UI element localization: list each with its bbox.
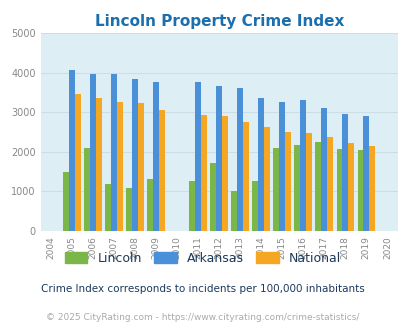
Bar [252, 181, 258, 231]
Title: Lincoln Property Crime Index: Lincoln Property Crime Index [94, 14, 343, 29]
Bar [222, 116, 228, 231]
Bar [294, 146, 300, 231]
Bar [369, 146, 374, 231]
Bar [279, 102, 285, 231]
Bar [237, 88, 243, 231]
Bar [357, 150, 362, 231]
Bar [117, 102, 123, 231]
Bar [90, 74, 96, 231]
Bar [243, 122, 249, 231]
Bar [231, 191, 237, 231]
Bar [216, 86, 222, 231]
Bar [63, 172, 69, 231]
Bar [126, 188, 132, 231]
Bar [210, 163, 216, 231]
Legend: Lincoln, Arkansas, National: Lincoln, Arkansas, National [60, 247, 345, 270]
Bar [200, 115, 207, 231]
Bar [189, 181, 195, 231]
Bar [159, 110, 164, 231]
Text: © 2025 CityRating.com - https://www.cityrating.com/crime-statistics/: © 2025 CityRating.com - https://www.city… [46, 313, 359, 322]
Bar [138, 104, 144, 231]
Bar [153, 82, 159, 231]
Bar [258, 98, 264, 231]
Bar [84, 148, 90, 231]
Bar [315, 142, 321, 231]
Bar [147, 179, 153, 231]
Bar [326, 137, 333, 231]
Bar [75, 94, 81, 231]
Bar [321, 108, 326, 231]
Bar [285, 132, 290, 231]
Bar [300, 100, 305, 231]
Bar [105, 184, 111, 231]
Bar [132, 79, 138, 231]
Bar [195, 82, 200, 231]
Bar [362, 116, 369, 231]
Bar [336, 149, 341, 231]
Bar [69, 70, 75, 231]
Bar [341, 114, 347, 231]
Bar [111, 74, 117, 231]
Text: Crime Index corresponds to incidents per 100,000 inhabitants: Crime Index corresponds to incidents per… [41, 284, 364, 294]
Bar [273, 148, 279, 231]
Bar [96, 98, 102, 231]
Bar [347, 143, 353, 231]
Bar [264, 127, 269, 231]
Bar [305, 133, 311, 231]
